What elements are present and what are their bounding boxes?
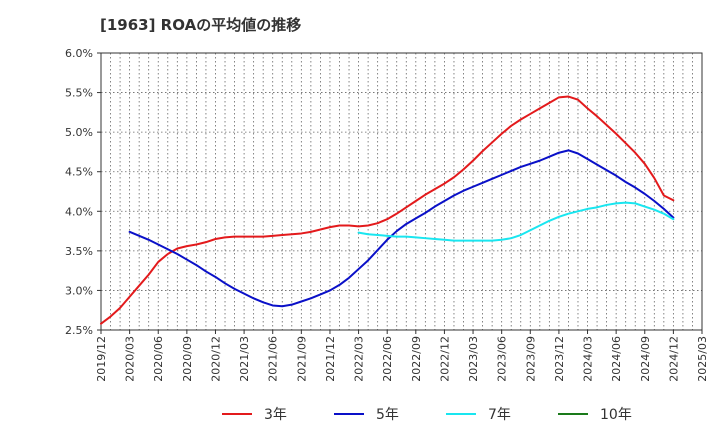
x-tick-label: 2024/12 — [667, 336, 680, 382]
y-tick-label: 3.0% — [65, 284, 93, 297]
x-tick-label: 2023/03 — [467, 336, 480, 382]
legend-item-1: 5年 — [334, 407, 399, 423]
x-tick-label: 2025/03 — [696, 336, 709, 382]
x-tick-label: 2024/06 — [610, 336, 623, 382]
y-tick-label: 3.5% — [65, 245, 93, 258]
legend-item-3: 10年 — [558, 407, 632, 423]
grid — [101, 53, 702, 330]
x-tick-label: 2022/09 — [410, 336, 423, 382]
x-tick-label: 2020/12 — [209, 336, 222, 382]
series-line-2 — [357, 201, 675, 242]
legend-label: 3年 — [264, 407, 287, 423]
x-tick-label: 2022/12 — [438, 336, 451, 382]
x-tick-label: 2023/09 — [524, 336, 537, 382]
x-tick-label: 2022/06 — [381, 336, 394, 382]
series-line-1 — [128, 149, 675, 308]
y-tick-label: 5.0% — [65, 126, 93, 139]
x-tick-label: 2019/12 — [95, 336, 108, 382]
plot-frame — [100, 52, 703, 331]
x-tick-label: 2021/12 — [324, 336, 337, 382]
x-tick-label: 2024/09 — [639, 336, 652, 382]
plot-area — [101, 53, 702, 330]
series-line-0 — [100, 95, 675, 325]
legend-item-0: 3年 — [222, 407, 287, 423]
legend-label: 7年 — [488, 407, 511, 423]
x-tick-label: 2021/09 — [295, 336, 308, 382]
y-tick-label: 4.5% — [65, 166, 93, 179]
legend-label: 10年 — [600, 407, 632, 423]
y-tick-label: 2.5% — [65, 324, 93, 337]
x-tick-label: 2021/03 — [238, 336, 251, 382]
legend-item-2: 7年 — [446, 407, 511, 423]
y-tick-label: 6.0% — [65, 47, 93, 60]
legend-label: 5年 — [376, 407, 399, 423]
y-tick-label: 4.0% — [65, 205, 93, 218]
x-tick-label: 2023/06 — [496, 336, 509, 382]
x-tick-label: 2023/12 — [553, 336, 566, 382]
legend: 3年 5年 7年 10年 — [222, 407, 632, 423]
chart-title: [1963] ROAの平均値の推移 — [100, 16, 302, 34]
x-tick-label: 2020/03 — [124, 336, 137, 382]
y-tick-label: 5.5% — [65, 87, 93, 100]
x-tick-label: 2020/06 — [152, 336, 165, 382]
x-tick-label: 2021/06 — [267, 336, 280, 382]
series-lines — [100, 95, 675, 325]
x-tick-label: 2020/09 — [181, 336, 194, 382]
axes: 2.5% 3.0% 3.5% 4.0% 4.5% 5.0% 5.5% 6.0% 2019/12 2… — [65, 47, 709, 382]
x-tick-label: 2022/03 — [353, 336, 366, 382]
x-tick-label: 2024/03 — [582, 336, 595, 382]
